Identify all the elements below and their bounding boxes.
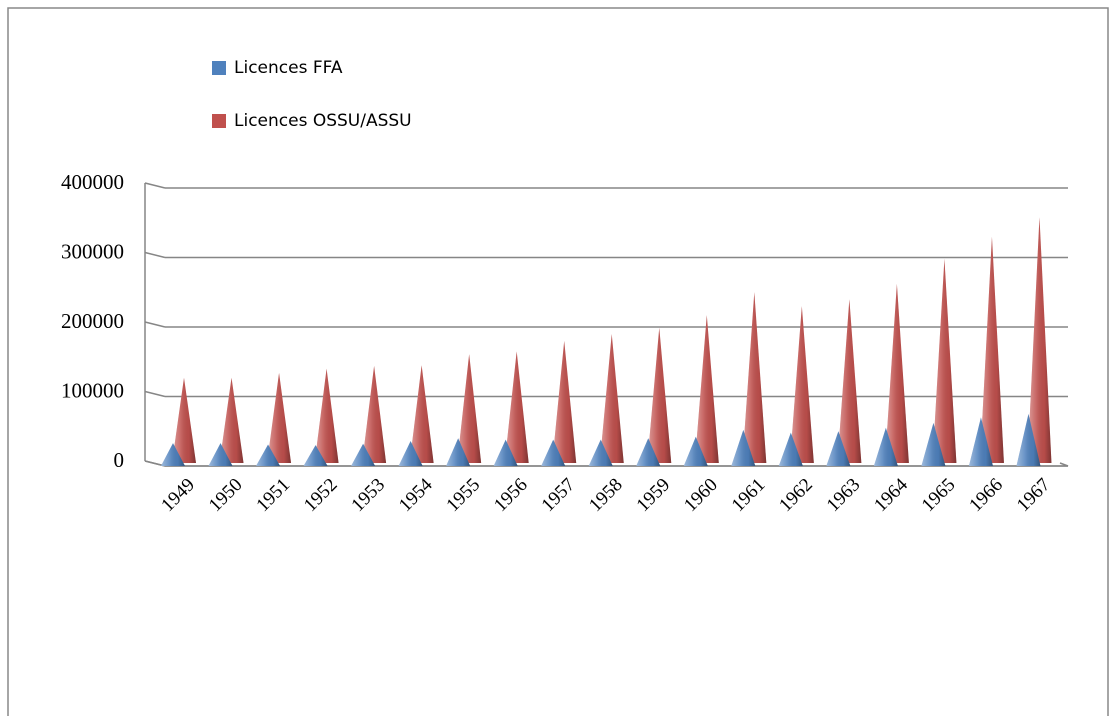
cone-shade [267, 372, 292, 463]
cone-shade [742, 292, 767, 463]
cone-shade [837, 299, 862, 463]
cone-shade [504, 351, 529, 463]
y-tick-label: 300000 [61, 239, 124, 263]
y-tick-label: 0 [114, 448, 125, 472]
x-tick-label: 1961 [728, 474, 770, 516]
cone-shade [457, 354, 482, 463]
cone-shade [731, 429, 756, 466]
x-tick-label: 1962 [775, 474, 817, 516]
y-tick-label: 400000 [61, 170, 124, 194]
cone-shade [873, 427, 898, 466]
y-tick-label: 200000 [61, 309, 124, 333]
x-tick-label: 1967 [1013, 474, 1055, 516]
cone-shade [979, 236, 1004, 463]
x-tick-label: 1964 [870, 474, 912, 516]
x-tick-label: 1963 [823, 474, 865, 516]
cone-shade [362, 365, 387, 463]
x-tick-label: 1950 [205, 474, 247, 516]
x-tick-label: 1951 [252, 474, 294, 516]
legend-label: Licences FFA [234, 58, 343, 78]
cone-shade [588, 439, 613, 466]
cone-shade [1027, 217, 1052, 463]
cone-shade [826, 431, 851, 466]
cone-shade [409, 365, 434, 463]
cone-shade [493, 439, 518, 466]
cone-shade [256, 444, 281, 466]
grid-line-side [144, 251, 166, 259]
x-tick-label: 1958 [585, 474, 627, 516]
cone-shade [694, 315, 719, 463]
cone-shade [921, 422, 946, 466]
x-tick-label: 1953 [347, 474, 389, 516]
cone-shade [314, 368, 339, 463]
cone-shade [599, 333, 624, 463]
x-tick-label: 1955 [442, 474, 484, 516]
cone-shade [446, 438, 471, 466]
x-tick-label: 1959 [633, 474, 675, 516]
cone-shade [968, 417, 993, 466]
legend-label: Licences OSSU/ASSU [234, 111, 412, 131]
y-tick-label: 100000 [61, 378, 124, 402]
cone-shade [208, 443, 233, 466]
x-tick-label: 1954 [395, 474, 437, 516]
cone-shade [789, 306, 814, 463]
x-tick-label: 1956 [490, 474, 532, 516]
cone-shade [351, 443, 376, 466]
legend-swatch [212, 61, 226, 75]
x-tick-label: 1952 [300, 474, 342, 516]
cone-shade [541, 439, 566, 466]
cone-shade [884, 283, 909, 463]
x-tick-label: 1960 [680, 474, 722, 516]
x-tick-label: 1965 [918, 474, 960, 516]
cone-shade [219, 377, 244, 463]
x-tick-label: 1949 [157, 474, 199, 516]
cone-shade [647, 327, 672, 463]
x-tick-label: 1966 [965, 474, 1007, 516]
chart-border [7, 7, 1109, 716]
grid-line-side [144, 182, 166, 189]
cone-shade [932, 258, 957, 463]
grid-line-side [144, 321, 166, 328]
cone-shade [398, 440, 423, 466]
cone-shade [161, 443, 185, 466]
cone-shade [172, 377, 196, 463]
cone-shade [303, 445, 328, 466]
cone-shade [683, 436, 708, 466]
cone-shade [1016, 413, 1041, 466]
cone-shade [778, 432, 803, 466]
legend-swatch [212, 114, 226, 128]
cone-shade [552, 340, 577, 463]
floor [144, 460, 1069, 467]
cone-shade [636, 438, 661, 466]
x-tick-label: 1957 [538, 474, 580, 516]
grid-line-side [144, 390, 166, 398]
